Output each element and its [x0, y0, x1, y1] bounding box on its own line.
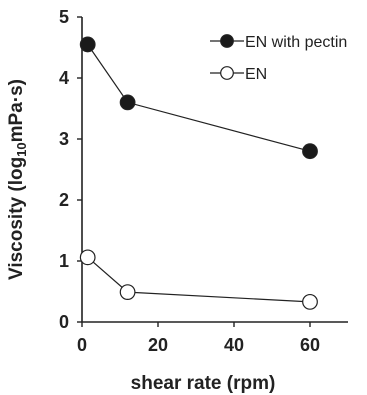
data-point [302, 293, 318, 310]
data-point [119, 284, 136, 301]
x-axis-title: shear rate (rpm) [131, 373, 276, 394]
y-tick-label: 0 [59, 312, 69, 332]
legend: EN with pectin EN [210, 34, 347, 83]
y-axis-title-prefix: Viscosity (log [6, 157, 27, 280]
legend-marker [220, 34, 234, 48]
legend-label: EN with pectin [245, 34, 347, 51]
y-tick-label: 3 [59, 129, 69, 149]
y-axis-title: Viscosity (log10mPa·s) [6, 79, 29, 280]
series-line [87, 44, 311, 152]
y-tick-label: 2 [59, 190, 69, 210]
x-tick-label: 60 [300, 335, 320, 355]
axes: 0 1 2 3 4 5 0 20 40 60 [59, 7, 348, 355]
data-point [79, 36, 96, 53]
data-point [79, 249, 96, 266]
data-point [119, 94, 136, 111]
y-axis-title-suffix: mPa·s) [6, 79, 27, 142]
y-tick-label: 5 [59, 7, 69, 27]
legend-entry: EN [210, 66, 267, 83]
x-tick-label: 20 [148, 335, 168, 355]
data-point [302, 143, 318, 160]
x-tick-label: 0 [77, 335, 87, 355]
series-layer [79, 36, 318, 310]
legend-entry: EN with pectin [210, 34, 347, 51]
y-tick-label: 4 [59, 68, 69, 88]
series-en-with-pectin [79, 36, 318, 160]
series-en [79, 249, 318, 310]
x-tick-label: 40 [224, 335, 244, 355]
legend-marker [220, 66, 234, 80]
y-tick-label: 1 [59, 251, 69, 271]
y-axis-title-subscript: 10 [14, 142, 29, 156]
legend-label: EN [245, 66, 267, 83]
